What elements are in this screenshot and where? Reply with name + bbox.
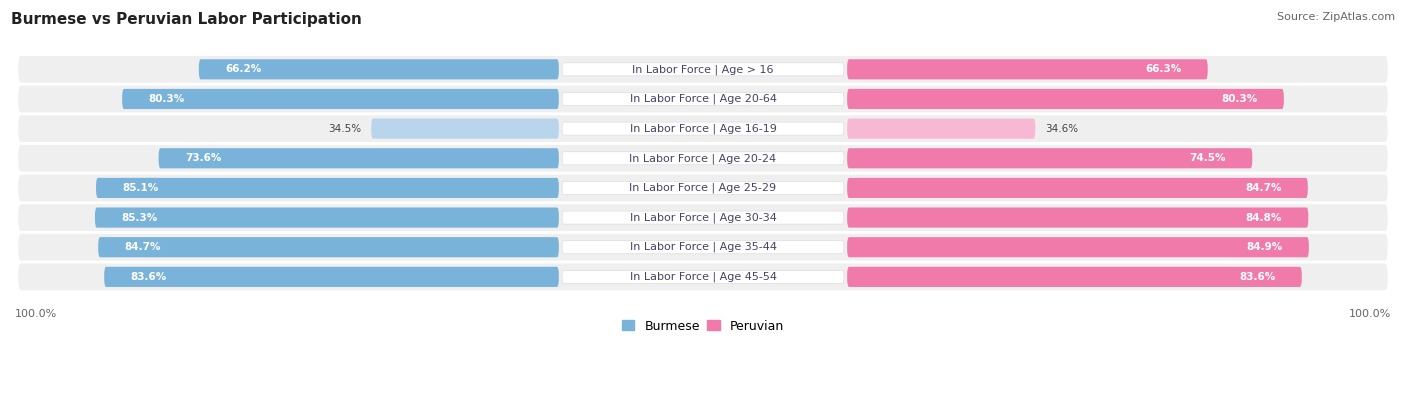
FancyBboxPatch shape [18, 145, 1388, 171]
FancyBboxPatch shape [18, 115, 1388, 142]
FancyBboxPatch shape [848, 59, 1208, 79]
FancyBboxPatch shape [848, 89, 1284, 109]
Text: In Labor Force | Age 25-29: In Labor Force | Age 25-29 [630, 182, 776, 193]
FancyBboxPatch shape [562, 152, 844, 165]
Text: 83.6%: 83.6% [131, 272, 167, 282]
FancyBboxPatch shape [18, 204, 1388, 231]
Text: 85.1%: 85.1% [122, 183, 159, 193]
FancyBboxPatch shape [848, 148, 1253, 168]
Text: 34.5%: 34.5% [328, 124, 361, 134]
Text: 84.8%: 84.8% [1246, 213, 1282, 222]
FancyBboxPatch shape [18, 56, 1388, 83]
FancyBboxPatch shape [562, 122, 844, 135]
FancyBboxPatch shape [562, 181, 844, 194]
Text: In Labor Force | Age 45-54: In Labor Force | Age 45-54 [630, 272, 776, 282]
FancyBboxPatch shape [562, 270, 844, 283]
FancyBboxPatch shape [848, 118, 1035, 139]
Text: 84.7%: 84.7% [124, 242, 160, 252]
Text: Source: ZipAtlas.com: Source: ZipAtlas.com [1277, 12, 1395, 22]
FancyBboxPatch shape [848, 178, 1308, 198]
Text: 66.3%: 66.3% [1146, 64, 1181, 74]
FancyBboxPatch shape [159, 148, 558, 168]
Text: 84.9%: 84.9% [1247, 242, 1282, 252]
Text: 74.5%: 74.5% [1189, 153, 1226, 163]
FancyBboxPatch shape [562, 211, 844, 224]
FancyBboxPatch shape [848, 207, 1309, 228]
FancyBboxPatch shape [96, 178, 558, 198]
Text: In Labor Force | Age 20-24: In Labor Force | Age 20-24 [630, 153, 776, 164]
Text: 80.3%: 80.3% [1222, 94, 1257, 104]
FancyBboxPatch shape [98, 237, 558, 257]
Text: 80.3%: 80.3% [149, 94, 184, 104]
Text: 85.3%: 85.3% [121, 213, 157, 222]
Text: 100.0%: 100.0% [1348, 309, 1391, 320]
FancyBboxPatch shape [562, 63, 844, 76]
Text: Burmese vs Peruvian Labor Participation: Burmese vs Peruvian Labor Participation [11, 12, 363, 27]
FancyBboxPatch shape [18, 263, 1388, 290]
Text: 73.6%: 73.6% [184, 153, 221, 163]
FancyBboxPatch shape [198, 59, 558, 79]
FancyBboxPatch shape [562, 241, 844, 254]
Text: In Labor Force | Age > 16: In Labor Force | Age > 16 [633, 64, 773, 75]
Text: In Labor Force | Age 20-64: In Labor Force | Age 20-64 [630, 94, 776, 104]
Text: In Labor Force | Age 35-44: In Labor Force | Age 35-44 [630, 242, 776, 252]
FancyBboxPatch shape [848, 237, 1309, 257]
Text: In Labor Force | Age 30-34: In Labor Force | Age 30-34 [630, 213, 776, 223]
Text: 100.0%: 100.0% [15, 309, 58, 320]
FancyBboxPatch shape [562, 92, 844, 105]
Text: 34.6%: 34.6% [1045, 124, 1078, 134]
Legend: Burmese, Peruvian: Burmese, Peruvian [617, 315, 789, 338]
FancyBboxPatch shape [18, 175, 1388, 201]
Text: 84.7%: 84.7% [1246, 183, 1282, 193]
Text: 66.2%: 66.2% [225, 64, 262, 74]
Text: In Labor Force | Age 16-19: In Labor Force | Age 16-19 [630, 123, 776, 134]
FancyBboxPatch shape [371, 118, 558, 139]
FancyBboxPatch shape [104, 267, 558, 287]
Text: 83.6%: 83.6% [1239, 272, 1275, 282]
FancyBboxPatch shape [18, 234, 1388, 261]
FancyBboxPatch shape [96, 207, 558, 228]
FancyBboxPatch shape [122, 89, 558, 109]
FancyBboxPatch shape [848, 267, 1302, 287]
FancyBboxPatch shape [18, 86, 1388, 112]
